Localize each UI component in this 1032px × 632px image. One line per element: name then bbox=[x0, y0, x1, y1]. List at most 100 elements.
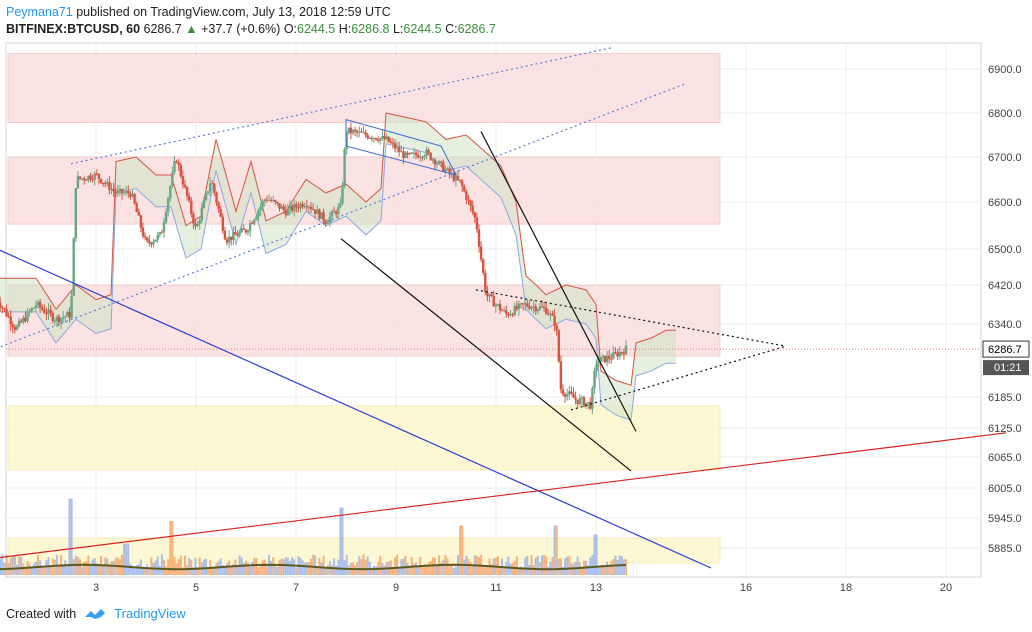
candle-body bbox=[416, 155, 420, 158]
trendline-1[interactable] bbox=[70, 47, 612, 165]
volume-bar bbox=[427, 562, 430, 575]
candle-body bbox=[448, 168, 451, 174]
volume-bar bbox=[194, 557, 197, 575]
candle-body bbox=[431, 159, 434, 161]
volume-bar bbox=[553, 525, 556, 575]
candle-body bbox=[406, 152, 409, 155]
candle-body bbox=[299, 203, 302, 209]
volume-bar bbox=[137, 564, 140, 575]
volume-bar bbox=[562, 566, 564, 575]
candle-body bbox=[536, 309, 539, 312]
flag-channel[interactable] bbox=[345, 118, 457, 176]
author-link[interactable]: Peymana71 bbox=[6, 5, 73, 19]
volume-bar bbox=[496, 556, 499, 575]
candle-body bbox=[194, 223, 197, 227]
volume-bar bbox=[83, 561, 86, 575]
symbol-label: BITFINEX:BTCUSD, 60 bbox=[6, 22, 141, 36]
volume-bar bbox=[337, 559, 340, 575]
candle-body bbox=[551, 313, 554, 316]
candle-body bbox=[568, 391, 571, 395]
candle-body bbox=[477, 229, 481, 247]
volume-bar bbox=[146, 564, 149, 575]
volume-bar bbox=[364, 559, 367, 575]
candle-body bbox=[116, 190, 119, 194]
y-axis-label: 6185.0 bbox=[988, 392, 1022, 404]
candle-body bbox=[49, 309, 52, 314]
candle-body bbox=[624, 345, 628, 355]
candle-body bbox=[433, 159, 437, 165]
trendline-5[interactable] bbox=[340, 238, 632, 472]
candle-body bbox=[129, 193, 132, 197]
y-axis-label: 6005.0 bbox=[988, 483, 1022, 495]
volume-bar bbox=[173, 556, 176, 575]
y-axis-label: 6500.0 bbox=[988, 244, 1022, 256]
candle-body bbox=[351, 130, 355, 134]
volume-bar bbox=[606, 561, 609, 575]
volume-bar bbox=[566, 556, 569, 575]
y-axis-label: 6340.0 bbox=[988, 319, 1022, 331]
candle-body bbox=[353, 130, 357, 132]
trendline-2[interactable] bbox=[0, 82, 687, 349]
volume-bar bbox=[604, 566, 606, 575]
candle-body bbox=[345, 132, 348, 150]
volume-bar bbox=[417, 565, 420, 575]
tradingview-brand-link[interactable]: TradingView bbox=[114, 606, 186, 621]
trendline-6[interactable] bbox=[480, 131, 637, 432]
candle-body bbox=[419, 156, 422, 158]
volume-bar bbox=[202, 559, 205, 575]
candle-body bbox=[74, 188, 77, 239]
candle-body bbox=[341, 186, 344, 204]
candle-body bbox=[605, 355, 609, 363]
candle-body bbox=[213, 183, 216, 194]
tradingview-logo-icon bbox=[85, 608, 106, 619]
candle-body bbox=[200, 208, 203, 221]
candle-body bbox=[0, 302, 2, 308]
candle-body bbox=[38, 301, 42, 308]
candle-body bbox=[160, 232, 164, 234]
volume-bar bbox=[249, 566, 252, 575]
candle-body bbox=[240, 228, 243, 233]
volume-bar bbox=[436, 565, 438, 575]
candle-body bbox=[204, 192, 208, 200]
candle-body bbox=[259, 206, 262, 211]
candle-body bbox=[246, 230, 250, 233]
candle-body bbox=[89, 175, 92, 180]
candle-body bbox=[547, 313, 550, 315]
candle-body bbox=[496, 304, 500, 306]
volume-bar bbox=[20, 556, 23, 575]
candle-body bbox=[59, 317, 63, 323]
candle-body bbox=[318, 209, 321, 219]
volume-bar bbox=[528, 564, 531, 575]
volume-bar bbox=[259, 564, 262, 575]
volume-bar bbox=[102, 564, 105, 575]
candle-body bbox=[45, 312, 48, 315]
x-axis-label: 7 bbox=[293, 582, 299, 594]
candle-body bbox=[309, 206, 313, 209]
candle-body bbox=[356, 130, 359, 133]
candle-body bbox=[473, 212, 476, 218]
x-axis-label: 13 bbox=[590, 582, 602, 594]
volume-bar bbox=[196, 567, 199, 575]
candle-body bbox=[1, 307, 4, 309]
candle-body bbox=[311, 208, 315, 210]
trendline-8[interactable] bbox=[570, 345, 787, 411]
candle-body bbox=[423, 155, 426, 158]
candle-body bbox=[284, 209, 287, 216]
candle-body bbox=[41, 307, 44, 310]
candle-body bbox=[574, 397, 577, 400]
candle-body bbox=[288, 205, 292, 209]
volume-bar bbox=[448, 566, 451, 575]
volume-bar bbox=[232, 563, 235, 575]
volume-bar bbox=[280, 558, 283, 575]
candle-body bbox=[521, 303, 525, 305]
volume-bar bbox=[30, 567, 33, 575]
volume-bar bbox=[163, 560, 165, 575]
trendline-3[interactable] bbox=[0, 240, 712, 569]
candle-body bbox=[610, 358, 613, 360]
volume-bar bbox=[158, 565, 161, 575]
candle-body bbox=[362, 132, 365, 134]
volume-bar bbox=[274, 564, 277, 575]
candle-body bbox=[135, 203, 138, 213]
trendline-4[interactable] bbox=[0, 432, 1007, 561]
